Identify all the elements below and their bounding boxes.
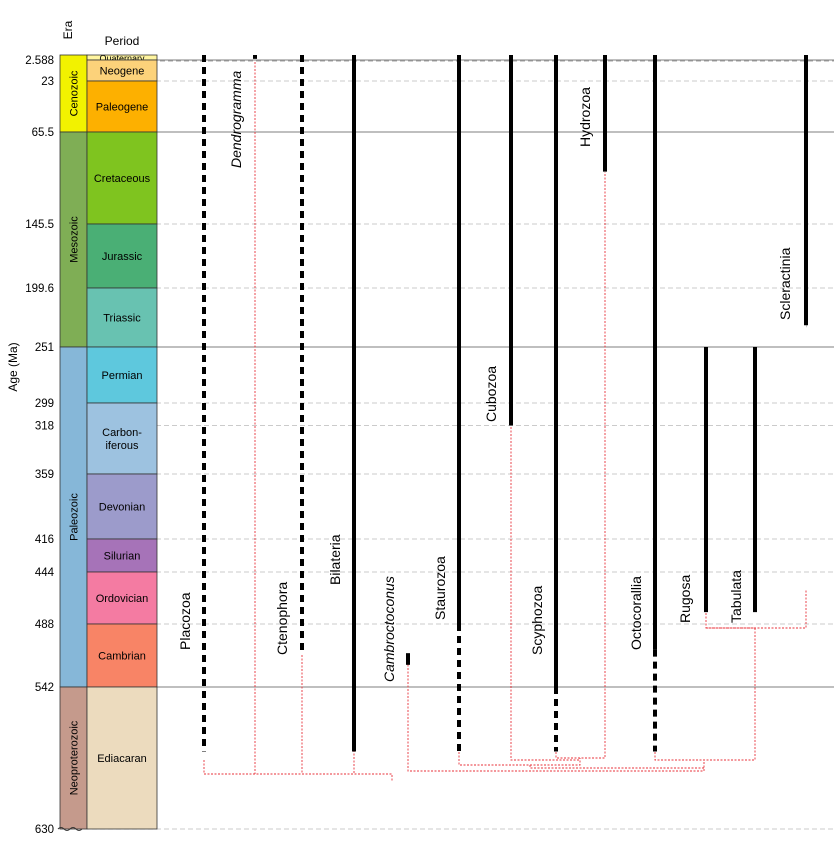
period-box (86, 571, 158, 625)
period-label: Neogene (100, 66, 145, 78)
period-box (86, 402, 158, 475)
phylogeny-tree (203, 62, 807, 782)
period-label: Cambrian (98, 651, 146, 663)
taxon-label: Cambroctoconus (381, 576, 397, 682)
taxon-label: Scyphozoa (529, 586, 545, 655)
period-label: Silurian (104, 551, 141, 563)
period-header: Period (105, 34, 140, 48)
era-label: Cenozoic (69, 70, 81, 116)
era-box (59, 686, 88, 830)
period-column: Quaternary Neogene Paleogene Cretaceous Jura… (86, 54, 158, 830)
age-tick-label: 542 (35, 682, 54, 694)
taxon-label: Placozoa (177, 592, 193, 650)
taxon-label: Hydrozoa (577, 87, 593, 147)
taxon-label: Bilateria (327, 534, 343, 585)
tree-branch (407, 654, 705, 772)
period-box (86, 473, 158, 540)
taxon-label: Cubozoa (483, 366, 499, 422)
period-label: Triassic (103, 313, 141, 325)
age-tick-label: 630 (35, 824, 54, 836)
period-label: Carbon-iferous (102, 427, 142, 452)
age-tick-label: 318 (35, 420, 54, 432)
tree-branch (705, 590, 807, 629)
era-box (59, 346, 88, 688)
taxon-label: Ctenophora (274, 582, 290, 655)
age-tick-label: 444 (35, 567, 55, 579)
taxon-label: Tabulata (728, 570, 744, 623)
era-box (59, 131, 88, 348)
age-tick-label: 23 (41, 76, 54, 88)
period-label: Ordovician (96, 593, 149, 605)
era-label: Neoproterozoic (69, 720, 81, 795)
taxon-label: Staurozoa (432, 556, 448, 620)
period-box (86, 287, 158, 348)
period-label: Devonian (99, 502, 145, 514)
period-label: Paleogene (96, 102, 149, 114)
age-tick-label: 2.588 (25, 55, 54, 67)
period-label: Jurassic (102, 251, 143, 263)
period-label: Permian (102, 370, 143, 382)
age-tick-label: 199.6 (25, 283, 54, 295)
age-tick-label: 359 (35, 469, 54, 481)
taxon-label: Scleractinia (777, 247, 793, 320)
period-box (86, 623, 158, 688)
period-box (86, 223, 158, 289)
period-box (86, 686, 158, 830)
era-header: Era (61, 20, 75, 39)
age-tick-label: 299 (35, 398, 54, 410)
age-tick-label: 416 (35, 534, 54, 546)
tree-branch (458, 752, 581, 766)
tree-branch (529, 765, 704, 769)
age-tick-label: 488 (35, 619, 54, 631)
period-box (86, 538, 158, 573)
era-column: Cenozoic Mesozoic Paleozoic Neoproterozoic (57, 54, 88, 831)
age-tick-label: 251 (35, 342, 54, 354)
period-label: Cretaceous (94, 173, 151, 185)
era-label: Paleozoic (69, 493, 81, 541)
tree-root (203, 760, 393, 782)
period-label: Ediacaran (97, 753, 147, 765)
gridlines (60, 59, 834, 830)
era-label: Mesozoic (69, 216, 81, 263)
age-tick-label: 65.5 (32, 127, 54, 139)
tree-branch (555, 172, 606, 759)
tree-branch (654, 628, 756, 761)
taxon-ranges (202, 55, 808, 752)
age-tick-label: 145.5 (25, 219, 54, 231)
age-ticks: 2.588 23 65.5 145.5 199.6 251 299 318 359 416 444 4… (25, 55, 54, 836)
tree-branch (510, 420, 580, 761)
period-box (86, 131, 158, 225)
axis-break-mark (57, 827, 83, 831)
taxon-label: Octocorallia (628, 576, 644, 650)
taxon-labels: Placozoa Dendrogramma Ctenophora Bilateria C… (177, 71, 793, 682)
taxon-label: Rugosa (677, 575, 693, 623)
period-label: Quaternary (99, 54, 145, 64)
age-axis-label: Age (Ma) (6, 342, 20, 391)
taxon-label: Dendrogramma (228, 71, 244, 168)
